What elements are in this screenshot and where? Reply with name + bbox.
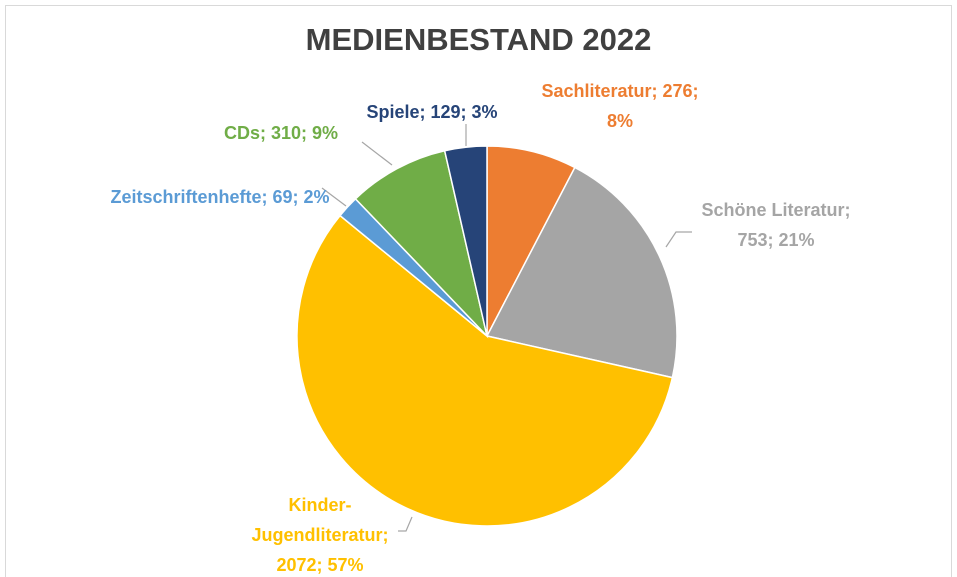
data-label: CDs; 310; 9% [223, 123, 339, 143]
data-label: Spiele; 129; 3% [366, 102, 498, 122]
leader-line [665, 231, 692, 248]
data-label: Sachliteratur; 276; 8% [541, 81, 699, 131]
data-label: Schöne Literatur; 753; 21% [701, 200, 851, 250]
leader-lines [321, 124, 692, 532]
pie-slice [485, 166, 678, 379]
pie-slice [354, 149, 489, 339]
leader-line [321, 187, 347, 207]
chart-title: MEDIENBESTAND 2022 [305, 22, 652, 57]
leader-line [398, 516, 413, 532]
data-label: Kinder-Jugendliteratur; 2072; 57% [251, 495, 389, 575]
leader-line [361, 141, 393, 166]
pie-slice [443, 145, 488, 337]
pie-slice [296, 214, 674, 527]
chart-border [5, 5, 952, 577]
data-label: Zeitschriftenhefte; 69; 2% [110, 187, 330, 207]
